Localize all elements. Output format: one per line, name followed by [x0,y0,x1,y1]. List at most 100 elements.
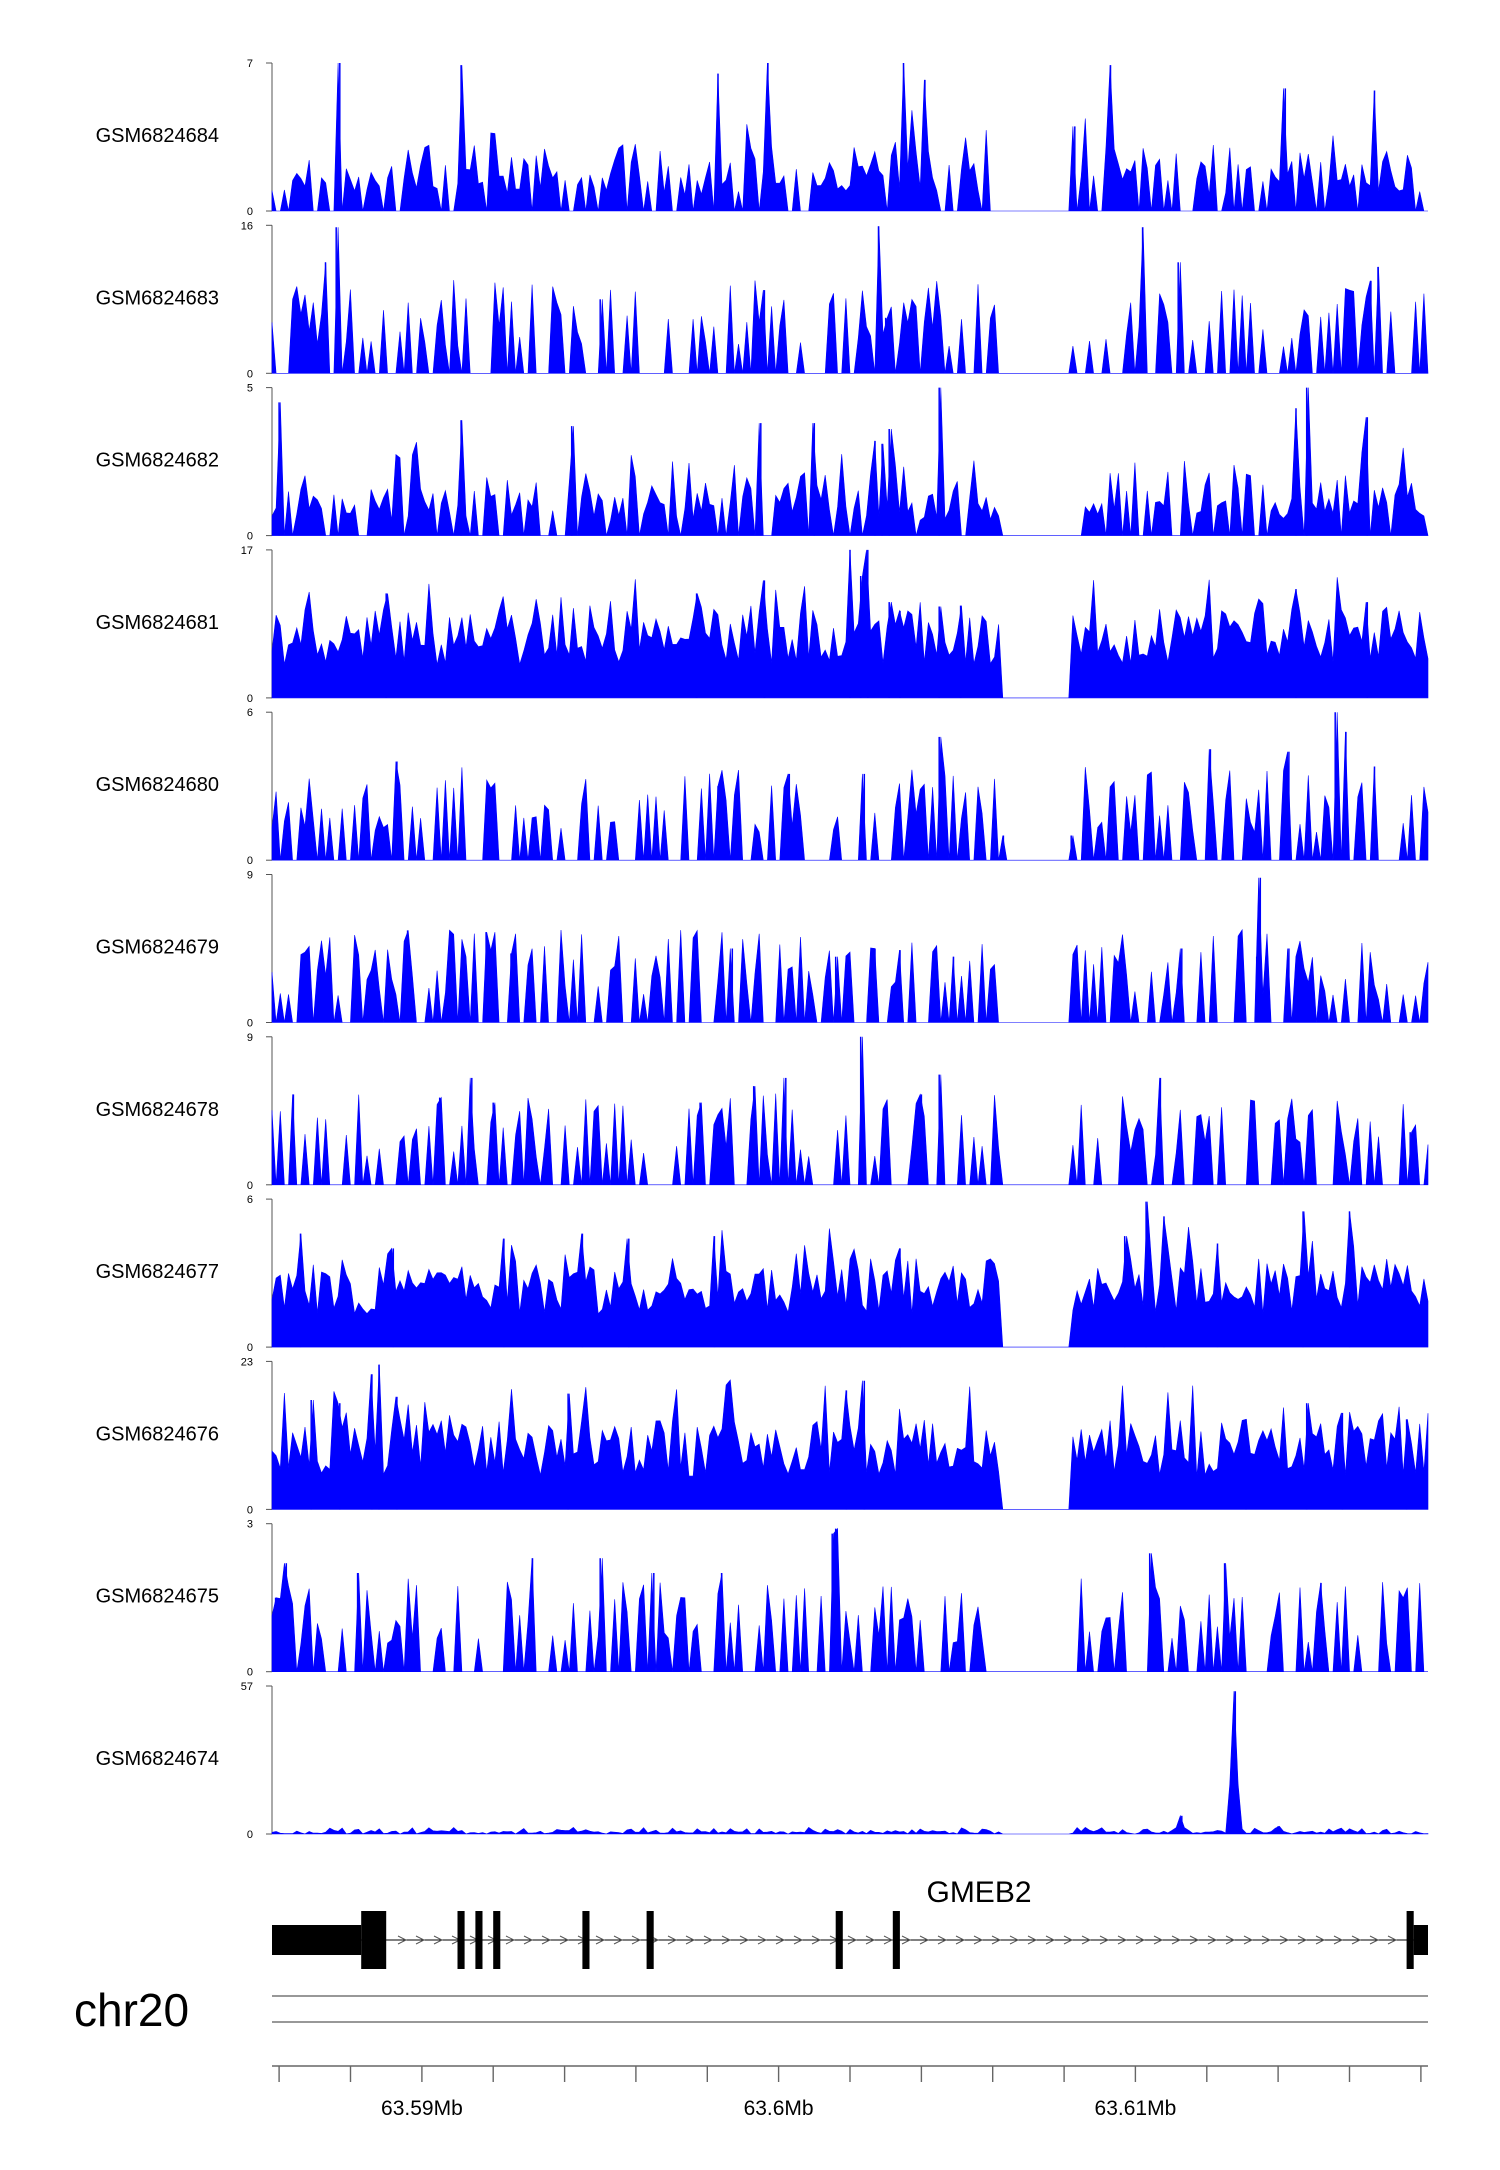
track-GSM6824681: GSM6824681 17 0 [96,545,1429,705]
genome-axis-track: chr20 63.59Mb 63.6Mb 63.61Mb [74,1984,1428,2120]
strand-chevron [703,1935,714,1945]
strand-chevron [1261,1935,1272,1945]
strand-chevron [415,1935,426,1945]
y-max-label: 7 [247,58,253,70]
track-GSM6824682: GSM6824682 5 0 [96,383,1429,543]
strand-chevron [775,1935,786,1945]
track-label: GSM6824680 [96,774,219,796]
y-max-label: 6 [247,707,253,719]
strand-chevron [1297,1935,1308,1945]
coverage-area [271,226,1429,374]
track-label: GSM6824674 [96,1748,219,1770]
strand-chevron [937,1935,948,1945]
coverage-area [271,712,1429,861]
y-max-label: 17 [241,545,253,557]
strand-chevron [1045,1935,1056,1945]
y-max-label: 5 [247,383,253,395]
y-min-label: 0 [247,531,253,543]
strand-chevron [505,1935,516,1945]
coverage-area [271,62,1428,212]
strand-chevron [991,1935,1002,1945]
strand-chevron [685,1935,696,1945]
strand-chevron [1387,1935,1398,1945]
y-min-label: 0 [247,1180,253,1192]
strand-chevron [559,1935,570,1945]
gene-exon-6 [646,1911,654,1969]
y-min-label: 0 [247,1018,253,1030]
y-min-label: 0 [247,855,253,867]
y-max-label: 57 [241,1681,253,1693]
track-label: GSM6824679 [96,937,219,959]
gene-exon-7 [835,1911,843,1969]
strand-chevron [1315,1935,1326,1945]
y-max-label: 6 [247,1194,253,1206]
strand-chevron [919,1935,930,1945]
strand-chevron [721,1935,732,1945]
strand-chevron [901,1935,912,1945]
gene-exon-0 [272,1925,362,1955]
y-min-label: 0 [247,368,253,380]
strand-chevron [1135,1935,1146,1945]
track-label: GSM6824681 [96,612,219,634]
y-max-label: 3 [247,1519,253,1531]
strand-chevron [1351,1935,1362,1945]
strand-chevron [523,1935,534,1945]
track-GSM6824674: GSM6824674 57 0 [96,1681,1429,1841]
gene-exon-8 [892,1911,900,1969]
strand-chevron [613,1935,624,1945]
gene-label: GMEB2 [926,1876,1031,1909]
chromosome-label: chr20 [74,1984,189,2036]
track-GSM6824678: GSM6824678 9 0 [96,1032,1429,1192]
strand-chevron [1081,1935,1092,1945]
coverage-area [271,1527,1428,1672]
gene-exon-4 [493,1911,501,1969]
track-label: GSM6824675 [96,1586,219,1608]
strand-chevron [1099,1935,1110,1945]
y-max-label: 9 [247,870,253,882]
track-label: GSM6824683 [96,287,219,309]
strand-chevron [847,1935,858,1945]
coverage-area [271,387,1429,536]
track-GSM6824684: GSM6824684 7 0 [96,58,1428,218]
track-label: GSM6824682 [96,450,219,472]
y-min-label: 0 [247,1504,253,1516]
strand-chevron [811,1935,822,1945]
gene-exon-10 [1413,1925,1428,1955]
y-max-label: 23 [241,1356,253,1368]
strand-chevron [1153,1935,1164,1945]
track-GSM6824679: GSM6824679 9 0 [96,870,1429,1030]
strand-chevron [667,1935,678,1945]
strand-chevron [541,1935,552,1945]
strand-chevron [973,1935,984,1945]
track-GSM6824675: GSM6824675 3 0 [96,1519,1428,1679]
gene-exon-5 [582,1911,590,1969]
coverage-tracks: GSM682468470GSM6824683160GSM682468250GSM… [96,58,1429,1841]
gene-annotation-track: GMEB2 [272,1876,1428,1969]
track-label: GSM6824678 [96,1099,219,1121]
strand-chevron [793,1935,804,1945]
gene-exon-9 [1406,1911,1414,1969]
coverage-area [271,1691,1429,1835]
gene-exon-1 [361,1911,387,1969]
strand-chevron [739,1935,750,1945]
y-max-label: 9 [247,1032,253,1044]
strand-chevron [1369,1935,1380,1945]
track-label: GSM6824677 [96,1261,219,1283]
strand-chevron [397,1935,408,1945]
strand-chevron [1117,1935,1128,1945]
genome-axis-label: 63.6Mb [744,2097,814,2120]
strand-chevron [1171,1935,1182,1945]
coverage-area [271,1036,1429,1186]
strand-chevron [1027,1935,1038,1945]
y-min-label: 0 [247,1342,253,1354]
strand-chevron [595,1935,606,1945]
genome-axis-label: 63.59Mb [381,2097,463,2120]
strand-chevron [1279,1935,1290,1945]
strand-chevron [631,1935,642,1945]
strand-chevron [1189,1935,1200,1945]
strand-chevron [1207,1935,1218,1945]
y-min-label: 0 [247,1829,253,1841]
track-label: GSM6824676 [96,1423,219,1445]
coverage-area [271,1364,1429,1510]
